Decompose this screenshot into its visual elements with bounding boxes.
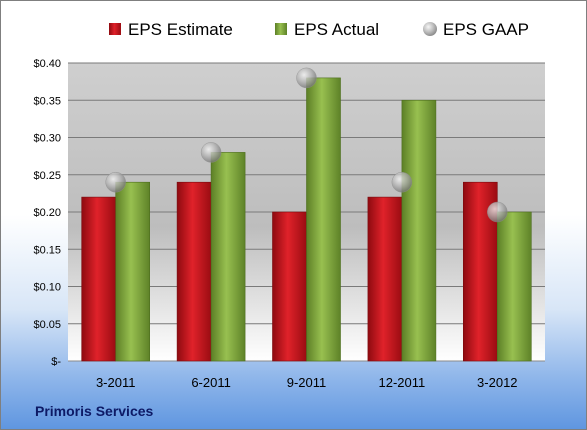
x-tick-label: 9-2011: [287, 375, 327, 390]
y-axis-ticks: $- $0.05 $0.10 $0.15 $0.20 $0.25 $0.30 $0.35 $0.…: [33, 58, 61, 368]
x-tick-label: 6-2011: [191, 375, 231, 390]
bar-eps-actual: [115, 181, 150, 362]
bar-eps-estimate: [462, 181, 498, 362]
x-axis-ticks: 3-2011 6-2011 9-2011 12-2011 3-2012: [96, 375, 518, 390]
y-tick-label: $0.20: [33, 207, 61, 219]
legend-eps-estimate: EPS Estimate: [109, 20, 233, 39]
marker-eps-gaap: [200, 142, 222, 163]
legend-eps-gaap: EPS GAAP: [423, 20, 529, 39]
x-tick-label: 12-2011: [379, 375, 426, 390]
x-tick-label: 3-2011: [96, 375, 136, 390]
legend-label: EPS GAAP: [443, 20, 529, 39]
x-tick-label: 3-2012: [477, 375, 517, 390]
y-tick-label: $0.10: [33, 282, 61, 294]
y-tick-label: $0.40: [33, 58, 61, 70]
y-tick-label: $0.05: [33, 319, 61, 331]
legend-swatch: [275, 23, 287, 35]
bar-eps-actual: [306, 77, 341, 362]
gaap-markers: [105, 67, 508, 223]
bar-eps-actual: [210, 152, 246, 362]
bar-eps-estimate: [81, 196, 116, 362]
marker-eps-gaap: [391, 171, 413, 193]
y-tick-label: $0.30: [33, 133, 61, 145]
y-tick-label: $0.15: [33, 244, 61, 256]
marker-eps-gaap: [105, 171, 126, 193]
legend-eps-actual: EPS Actual: [275, 20, 379, 39]
bar-eps-actual: [496, 211, 532, 362]
legend-swatch: [423, 22, 437, 36]
marker-eps-gaap: [487, 201, 508, 223]
bar-eps-actual: [401, 99, 437, 362]
legend-label: EPS Estimate: [128, 20, 233, 39]
legend: EPS Estimate EPS Actual EPS GAAP: [109, 20, 529, 39]
y-tick-label: $-: [51, 356, 61, 368]
legend-swatch: [109, 23, 121, 35]
company-name: Primoris Services: [35, 403, 154, 419]
bar-eps-estimate: [367, 196, 403, 362]
bar-eps-estimate: [272, 211, 307, 362]
marker-eps-gaap: [296, 67, 317, 89]
y-tick-label: $0.25: [33, 170, 61, 182]
bar-series: [81, 77, 532, 362]
legend-label: EPS Actual: [294, 20, 379, 39]
bar-eps-estimate: [176, 181, 212, 362]
y-tick-label: $0.35: [33, 95, 61, 107]
